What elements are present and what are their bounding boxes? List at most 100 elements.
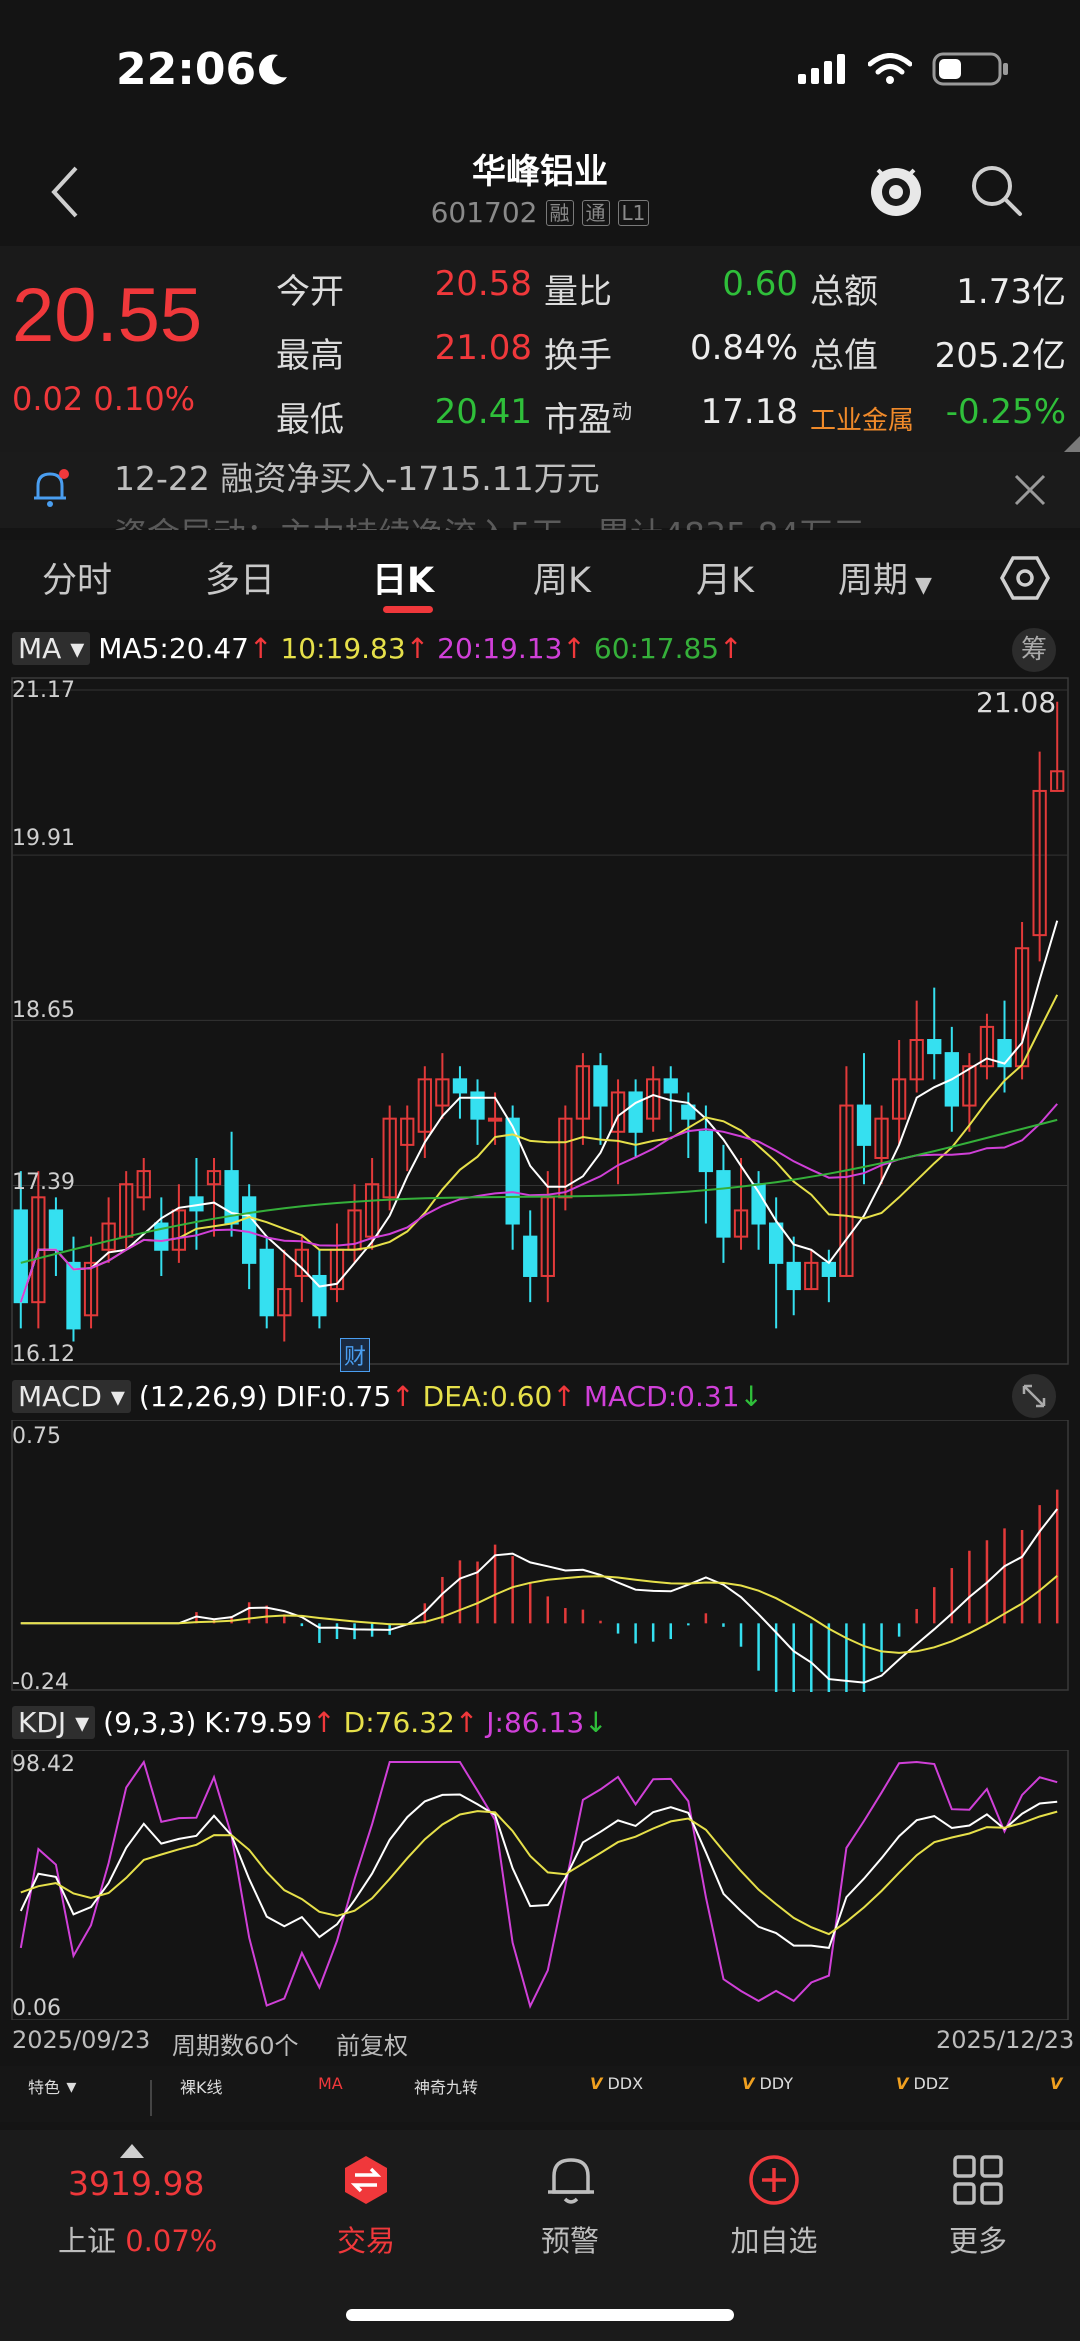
candle-body: [575, 1065, 591, 1120]
macd-indicator-row: MACD ▾ (12,26,9) DIF:0.75↑ DEA:0.60↑ MAC…: [12, 1380, 763, 1413]
macd-axis-top: 0.75: [12, 1424, 61, 1449]
candle-body: [259, 1248, 274, 1317]
indicator-toolbar: [0, 2066, 1080, 2122]
candle-body: [786, 1261, 801, 1291]
kdj-chart[interactable]: [0, 1750, 1080, 2020]
dea-value: DEA:0.60↑: [422, 1380, 576, 1413]
back-button[interactable]: [46, 162, 86, 222]
tab-intraday[interactable]: 分时: [42, 561, 113, 601]
high-marker: 21.08: [976, 686, 1057, 719]
macd-selector[interactable]: MACD ▾: [12, 1380, 131, 1413]
sector-change: -0.25%: [945, 392, 1066, 432]
amount-label: 总额: [810, 272, 878, 312]
price-axis-top: 21.17: [12, 678, 75, 703]
high-label: 最高: [276, 336, 344, 376]
bell-alert-icon[interactable]: [544, 2152, 598, 2208]
tool-ddy[interactable]: V DDY: [742, 2074, 794, 2093]
add-watchlist-icon[interactable]: [748, 2154, 800, 2206]
ma20-line: [19, 1103, 1058, 1303]
candle-body: [206, 1170, 222, 1186]
nav-more[interactable]: 更多: [948, 2224, 1007, 2258]
close-icon[interactable]: [1012, 472, 1048, 508]
sector-label[interactable]: 工业金属: [810, 406, 915, 436]
tool-featured[interactable]: 特色 ▾: [28, 2074, 77, 2098]
tab-weekly-k[interactable]: 周K: [533, 561, 591, 601]
candle-body: [874, 1117, 889, 1159]
macd-chart[interactable]: [0, 1420, 1080, 1692]
candle-body: [48, 1209, 64, 1251]
candle-body: [171, 1209, 187, 1251]
finance-event-marker[interactable]: 财: [340, 1338, 371, 1372]
ma60-value: 60:17.85↑: [593, 632, 743, 665]
trade-icon[interactable]: [340, 2154, 392, 2206]
turnover-label: 换手: [544, 336, 612, 376]
candle-body: [839, 1104, 854, 1277]
tab-period[interactable]: 周期 ▼: [838, 561, 932, 601]
candle-body: [1050, 770, 1065, 792]
tool-ddz[interactable]: V DDZ: [896, 2074, 950, 2093]
k-line: [19, 1793, 1058, 1949]
tab-multi-day[interactable]: 多日: [205, 561, 276, 601]
dea-line: [20, 1575, 1058, 1654]
k-value: K:79.59↑: [204, 1706, 336, 1739]
tool-ddx[interactable]: V DDX: [590, 2074, 644, 2093]
volume-ratio-value: 0.60: [722, 264, 798, 304]
amount-value: 1.73亿: [956, 272, 1066, 312]
tab-daily-k[interactable]: 日K: [372, 561, 435, 601]
nav-alert[interactable]: 预警: [540, 2224, 599, 2258]
wifi-icon: [868, 53, 912, 84]
quote-panel: [0, 246, 1080, 452]
grid-more-icon[interactable]: [952, 2154, 1004, 2206]
candlestick-chart[interactable]: [0, 676, 1080, 1366]
index-value[interactable]: 3919.98: [68, 2164, 205, 2203]
macd-params: (12,26,9): [138, 1380, 268, 1413]
turnover-value: 0.84%: [689, 328, 798, 368]
fullscreen-icon[interactable]: [1012, 1374, 1056, 1418]
settings-hexagon-icon[interactable]: [1000, 556, 1050, 600]
candle-body: [277, 1288, 292, 1317]
d-value: D:76.32↑: [343, 1706, 479, 1739]
price-change: 0.02 0.10%: [12, 380, 195, 418]
chip-distribution-button[interactable]: 筹: [1012, 628, 1056, 672]
candle-body: [382, 1117, 397, 1199]
tool-bare-k[interactable]: 裸K线: [180, 2078, 223, 2097]
kdj-axis-bottom: 0.06: [12, 1996, 61, 2021]
news-headline[interactable]: 12-22 融资净买入-1715.11万元: [114, 459, 600, 498]
candle-body: [136, 1170, 151, 1199]
candle-body: [101, 1222, 116, 1251]
date-end: 2025/12/23: [936, 2026, 1075, 2054]
ma-selector[interactable]: MA ▾: [12, 632, 91, 665]
sector-corner-icon: [1064, 436, 1080, 452]
candle-body: [821, 1261, 836, 1277]
candle-body: [417, 1078, 432, 1133]
candle-body: [804, 1261, 819, 1291]
search-icon[interactable]: [968, 162, 1024, 218]
news-second-line[interactable]: 资金异动：主力持续净流入5天，累计4835.84万元: [114, 508, 865, 530]
open-value: 20.58: [434, 264, 532, 304]
adjust-mode[interactable]: 前复权: [336, 2032, 408, 2060]
price-axis-3: 18.65: [12, 998, 75, 1023]
home-indicator: [346, 2309, 734, 2321]
tool-nine-turn[interactable]: 神奇九转: [414, 2078, 479, 2097]
tool-more-v[interactable]: V: [1050, 2074, 1063, 2093]
index-info[interactable]: 上证 0.07%: [58, 2224, 218, 2258]
tab-monthly-k[interactable]: 月K: [696, 561, 754, 601]
candle-body: [891, 1078, 907, 1120]
candle-body: [435, 1078, 450, 1107]
nav-trade[interactable]: 交易: [336, 2224, 395, 2258]
market-cap-value: 205.2亿: [934, 336, 1066, 376]
low-label: 最低: [276, 400, 344, 440]
nav-add-watchlist[interactable]: 加自选: [730, 2224, 818, 2258]
candle-body: [523, 1235, 538, 1277]
kdj-selector[interactable]: KDJ ▾: [12, 1706, 96, 1739]
tool-ma[interactable]: MA: [318, 2074, 343, 2093]
price-axis-4: 17.39: [12, 1170, 75, 1195]
news-bar[interactable]: [0, 452, 1080, 528]
assistant-robot-icon[interactable]: [868, 160, 924, 220]
open-label: 今开: [276, 272, 344, 312]
candle-body: [698, 1130, 714, 1173]
volume-ratio-label: 量比: [544, 272, 612, 312]
j-line: [19, 1759, 1058, 2010]
change-pct: 0.10%: [93, 380, 196, 418]
candle-body: [487, 1117, 503, 1122]
